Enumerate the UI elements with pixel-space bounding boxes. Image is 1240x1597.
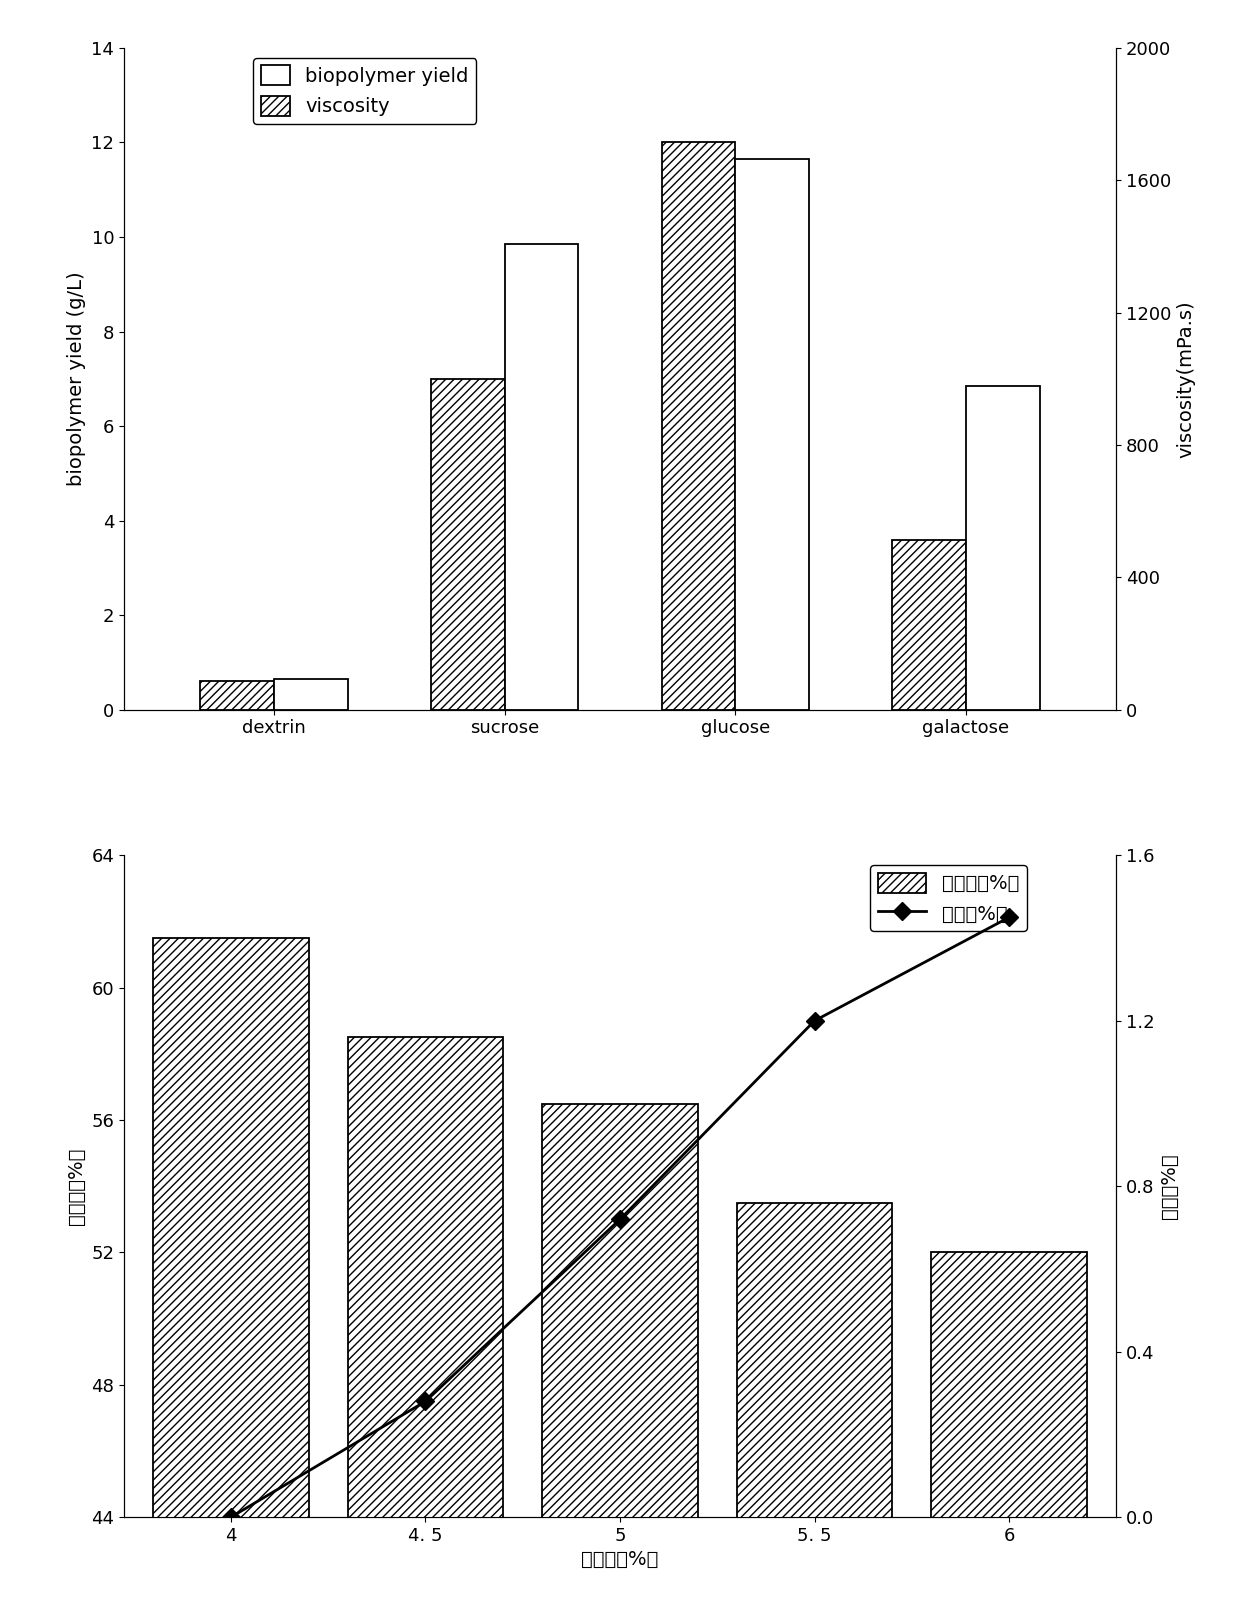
- Bar: [737, 1203, 893, 1597]
- Bar: [735, 160, 810, 709]
- Bar: [661, 142, 735, 709]
- Bar: [200, 682, 274, 709]
- Y-axis label: viscosity(mPa.s): viscosity(mPa.s): [1177, 300, 1195, 458]
- Y-axis label: biopolymer yield (g/L): biopolymer yield (g/L): [67, 271, 86, 485]
- Bar: [347, 1038, 503, 1597]
- Bar: [154, 937, 309, 1597]
- X-axis label: 糖浓度（%）: 糖浓度（%）: [582, 1551, 658, 1570]
- Bar: [430, 378, 505, 709]
- Bar: [966, 386, 1040, 709]
- Bar: [274, 679, 347, 709]
- Legend: biopolymer yield, viscosity: biopolymer yield, viscosity: [253, 57, 476, 125]
- Bar: [893, 540, 966, 709]
- Y-axis label: 残糖（%）: 残糖（%）: [1159, 1153, 1179, 1219]
- Bar: [505, 244, 579, 709]
- Legend: 转化率（%）, 残糖（%）: 转化率（%）, 残糖（%）: [869, 866, 1027, 931]
- Bar: [931, 1252, 1086, 1597]
- Y-axis label: 转化率（%）: 转化率（%）: [67, 1148, 86, 1225]
- Bar: [542, 1104, 698, 1597]
